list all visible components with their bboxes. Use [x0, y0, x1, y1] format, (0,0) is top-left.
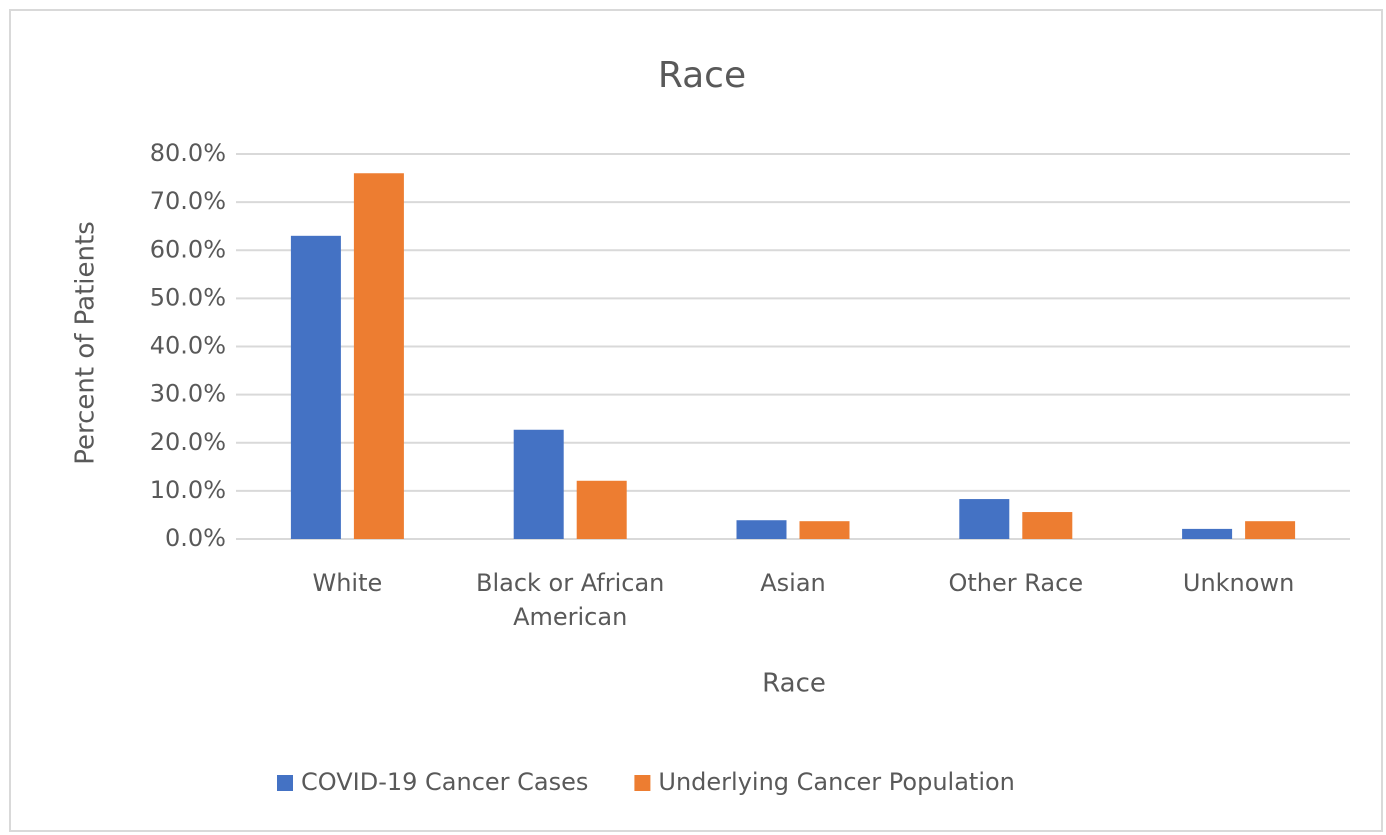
y-tick-label: 0.0%: [165, 524, 226, 552]
bar: [1022, 512, 1073, 539]
legend-label: COVID-19 Cancer Cases: [301, 768, 588, 796]
x-tick-label: Unknown: [1182, 569, 1295, 597]
y-tick-label: 20.0%: [150, 428, 226, 456]
y-axis-title: Percent of Patients: [71, 221, 101, 465]
bar: [353, 173, 404, 539]
y-tick-label: 80.0%: [150, 139, 226, 167]
y-tick-label: 40.0%: [150, 332, 226, 360]
chart-title: Race: [658, 55, 746, 96]
y-tick-label: 50.0%: [150, 283, 226, 311]
bar: [576, 480, 627, 539]
y-tick-label: 60.0%: [150, 235, 226, 263]
x-tick-label: Asian: [760, 569, 826, 597]
bar: [513, 429, 564, 539]
y-tick-label: 10.0%: [150, 476, 226, 504]
bar: [290, 235, 341, 539]
bar: [1245, 521, 1296, 539]
chart-border: [9, 9, 1383, 832]
x-tick-label: Black or African American: [475, 569, 665, 631]
bar: [736, 520, 787, 539]
bar: [1182, 528, 1233, 539]
x-axis-title: Race: [762, 669, 826, 699]
x-tick-label: White: [312, 569, 383, 597]
x-tick-label: Other Race: [948, 569, 1084, 597]
legend-swatch: [277, 775, 293, 791]
legend-label: Underlying Cancer Population: [658, 768, 1014, 796]
y-tick-label: 70.0%: [150, 187, 226, 215]
legend-swatch: [634, 775, 651, 791]
bar: [799, 521, 850, 539]
bar: [959, 499, 1010, 539]
y-tick-label: 30.0%: [150, 380, 226, 408]
